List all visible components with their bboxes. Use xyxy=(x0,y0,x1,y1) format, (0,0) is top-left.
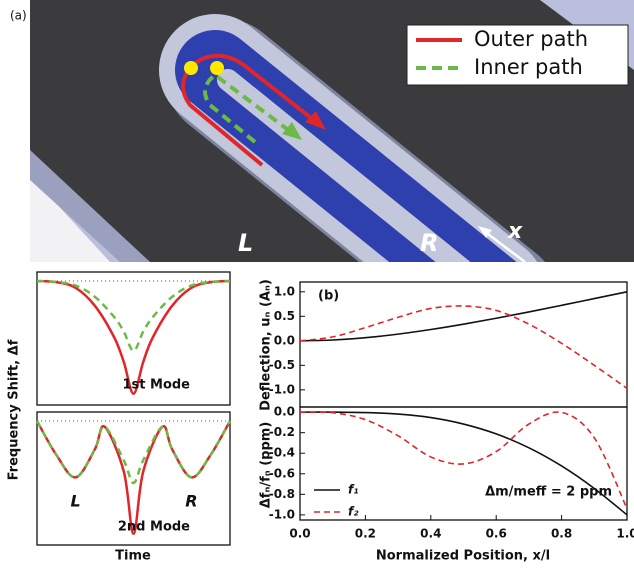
annotation: (b) xyxy=(318,289,339,304)
y-tick-label: 0.0 xyxy=(274,333,295,347)
y-axis-label: Frequency Shift, Δf xyxy=(7,339,22,480)
beam-label: L xyxy=(238,229,253,257)
y-tick-label: 1.0 xyxy=(274,284,295,298)
x-tick-label: 0.2 xyxy=(355,527,376,541)
beam-label: R xyxy=(420,229,438,257)
x-axis-label: Time xyxy=(115,549,151,564)
data-line xyxy=(37,421,230,534)
axis-label: x xyxy=(507,219,523,244)
y-tick-label: 0.0 xyxy=(274,405,295,419)
y-axis-label: Δfₙ/fₙ (ppm) xyxy=(259,422,274,509)
legend-label: Outer path xyxy=(474,27,588,51)
plot-frame xyxy=(300,282,627,407)
x-axis-label: Normalized Position, x/l xyxy=(376,549,550,564)
data-line xyxy=(300,306,627,388)
y-tick-label: 0.5 xyxy=(274,309,295,323)
x-tick-label: 0.8 xyxy=(551,527,572,541)
x-tick-label: 0.0 xyxy=(289,527,310,541)
x-tick-label: 1.0 xyxy=(616,527,634,541)
x-tick-label: 0.4 xyxy=(420,527,441,541)
legend-label: Inner path xyxy=(474,55,583,79)
legend-label: f₁ xyxy=(348,483,358,497)
data-line xyxy=(300,292,627,341)
x-tick-label: 0.6 xyxy=(486,527,507,541)
y-tick-label: -1.0 xyxy=(269,507,295,521)
annotation: Δm/meff = 2 ppm xyxy=(485,485,612,500)
annotation: 1st Mode xyxy=(122,378,190,393)
panel-label: (a) xyxy=(10,9,27,23)
legend-label: f₂ xyxy=(348,505,359,519)
figure: (a) Outer path Inner path L R x 1st Mode… xyxy=(0,0,634,572)
annotation: 2nd Mode xyxy=(118,520,190,535)
peak-label: L xyxy=(70,492,80,511)
peak-label: R xyxy=(185,492,197,511)
data-line xyxy=(37,421,230,483)
data-line xyxy=(37,281,230,351)
y-axis-label: Deflection, uₙ (Aₙ) xyxy=(259,279,274,411)
